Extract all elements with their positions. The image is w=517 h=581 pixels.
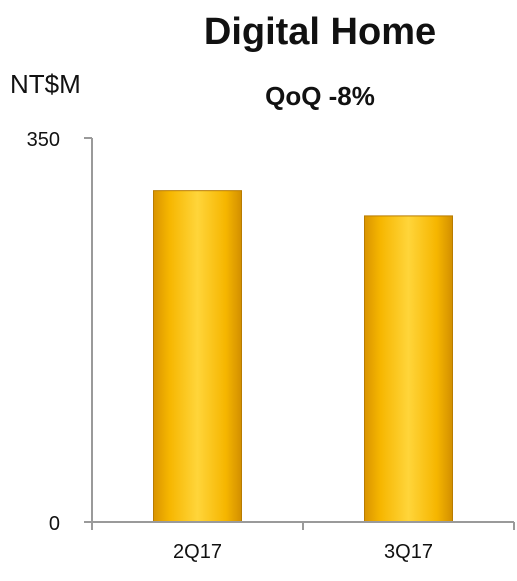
bar-2q17 (153, 190, 242, 523)
y-tick-label-min: 0 (49, 513, 60, 535)
axes-group: 350 0 (27, 129, 515, 535)
bars-group (153, 190, 453, 523)
chart-subtitle: QoQ -8% (265, 81, 375, 111)
y-axis-unit-label: NT$M (10, 69, 81, 99)
x-tick-labels: 2Q17 3Q17 (173, 541, 433, 563)
bar-3q17 (364, 215, 453, 523)
x-tick-label-2q17: 2Q17 (173, 541, 222, 563)
x-tick-label-3q17: 3Q17 (384, 541, 433, 563)
y-tick-label-max: 350 (27, 129, 60, 151)
chart-title: Digital Home (203, 11, 437, 53)
